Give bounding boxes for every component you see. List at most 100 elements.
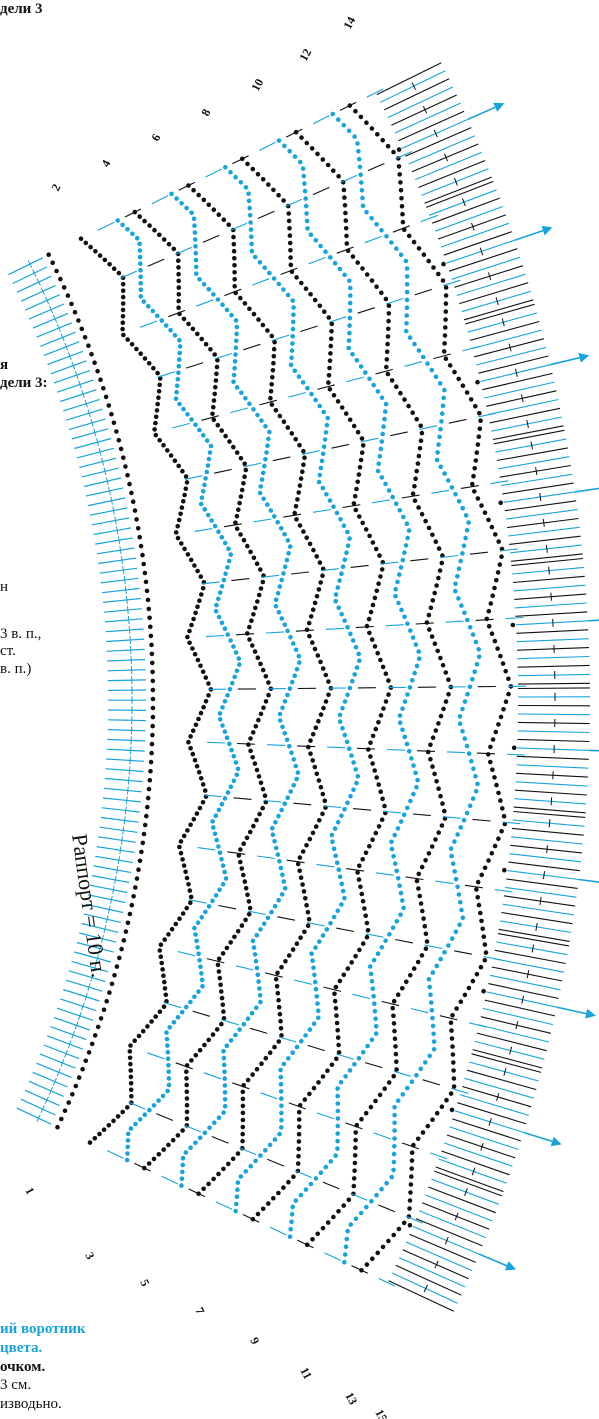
chain-dot-r4-97 (322, 798, 328, 804)
chain-dot-r2-60 (254, 561, 260, 566)
chain-dot-r3-61 (282, 564, 288, 569)
connector-r5-12 (346, 868, 365, 872)
stitch-bar-row1-21 (101, 457, 105, 466)
chain-dot-r9-151 (369, 1198, 374, 1204)
fan2-stitch9 (484, 381, 555, 399)
chain-dot-r8-40 (402, 397, 407, 402)
chain-dot-r10-78 (503, 668, 509, 674)
fan9-base-dot (407, 1223, 413, 1228)
chain-dot-r7-53 (390, 494, 396, 500)
fan0-stitch12 (418, 159, 486, 189)
chain-dot-r1-15 (146, 304, 151, 309)
chain-dot-r8-108 (416, 886, 421, 891)
chain-dot-r10-1 (353, 108, 358, 114)
chain-dot-r1-23 (177, 344, 183, 349)
chain-dot-r7-65 (395, 579, 400, 585)
fan8-base-dot (449, 1107, 455, 1113)
chain-dot-r4-90 (308, 751, 313, 756)
chain-dot-r9-110 (459, 907, 464, 913)
chain-dot-r8-37 (389, 378, 395, 383)
chain-dot-r1-43 (205, 463, 211, 468)
chain-dot-r9-20 (394, 246, 399, 251)
chain-dot-r3-109 (280, 872, 285, 878)
chain-dot-r5-89 (347, 746, 352, 751)
chain-dot-r7-46 (378, 446, 384, 452)
chain-dot-r2-125 (215, 962, 221, 968)
chain-dot-r6-11 (286, 218, 292, 224)
stitch-row1-37 (104, 618, 143, 623)
stitch-bar-row1-75 (84, 992, 88, 1001)
chain-dot-r0-99 (200, 800, 206, 805)
chain-dot-r8-26 (383, 296, 389, 302)
fan6-stitch5 (509, 853, 581, 863)
chain-dot-r7-50 (379, 475, 385, 480)
chain-dot-r7-106 (394, 868, 400, 874)
connector-r1-10 (237, 742, 256, 745)
chain-dot-r2-61 (258, 567, 263, 572)
chain-dot-r4-88 (308, 738, 313, 743)
chain-dot-r8-72 (427, 627, 432, 632)
chain-dot-r0-111 (183, 869, 188, 875)
stitch-row1-19 (74, 437, 112, 450)
chain-dot-r5-34 (300, 380, 306, 385)
stitch-row1-76 (60, 998, 97, 1012)
chain-dot-r4-101 (313, 824, 319, 829)
chain-dot-r7-132 (360, 1049, 366, 1055)
chain-dot-r8-105 (419, 864, 425, 870)
connector-r3-17 (211, 1135, 229, 1144)
chain-dot-r9-129 (431, 1047, 437, 1052)
chain-dot-r4-96 (320, 791, 326, 797)
chain-dot-r7-143 (335, 1123, 341, 1129)
stitch-row1-77 (56, 1007, 94, 1021)
connector-r5-17 (267, 1158, 285, 1167)
chain-dot-r8-29 (386, 318, 391, 324)
fan1-stitch6 (443, 231, 512, 256)
chain-dot-r2-146 (184, 1089, 190, 1094)
chain-dot-r6-19 (294, 275, 299, 280)
fan3-stitch12 (509, 535, 581, 545)
connector-r2-5 (243, 462, 262, 468)
chain-dot-r2-115 (247, 905, 253, 911)
chain-dot-r3-80 (287, 686, 293, 691)
chain-dot-r5-67 (333, 598, 339, 604)
chain-dot-r10-42 (468, 397, 474, 402)
fan2-bar7 (515, 368, 518, 377)
fan0-arrow-icon (493, 102, 505, 112)
chain-dot-r0-7 (111, 266, 117, 272)
chain-dot-r5-17 (267, 270, 272, 276)
chain-dot-r4-40 (285, 425, 291, 430)
chain-dot-r1-58 (228, 552, 233, 557)
chain-dot-r1-160 (124, 1157, 130, 1163)
chain-dot-r5-16 (262, 265, 268, 271)
fan4-arrow-shaft (587, 619, 599, 622)
connector-r4-13 (306, 921, 325, 927)
chain-dot-r4-36 (269, 402, 275, 407)
chain-dot-r1-61 (223, 571, 228, 576)
chain-dot-r4-3 (201, 197, 207, 203)
fan3-stitch8 (504, 500, 577, 512)
chain-dot-r8-118 (415, 959, 421, 965)
chain-dot-r3-3 (184, 205, 189, 211)
fan7-stitch13 (474, 1040, 545, 1060)
connector-r9-17 (378, 1204, 396, 1213)
chain-dot-r4-160 (196, 1191, 201, 1196)
chain-dot-r3-38 (259, 418, 264, 423)
fan4-stitch8 (516, 629, 589, 634)
chain-dot-r2-127 (217, 975, 223, 981)
fan0-stitch2 (383, 78, 450, 111)
row-number-12: 12 (296, 46, 314, 63)
chain-dot-r8-16 (344, 233, 349, 239)
chain-dot-r3-19 (220, 302, 225, 308)
chain-dot-r2-141 (189, 1058, 194, 1063)
chain-dot-r1-16 (150, 308, 156, 314)
chain-dot-r2-89 (246, 742, 251, 747)
chain-dot-r7-25 (347, 300, 353, 306)
chain-dot-r2-14 (176, 285, 182, 290)
chain-dot-r10-61 (496, 539, 502, 544)
fan3-stitch6 (502, 482, 574, 495)
chain-dot-r6-146 (296, 1131, 302, 1137)
chain-dot-r9-27 (404, 297, 410, 303)
chain-dot-r0-125 (157, 948, 163, 953)
chain-dot-r0-77 (200, 669, 206, 674)
chain-dot-r4-108 (297, 868, 303, 874)
